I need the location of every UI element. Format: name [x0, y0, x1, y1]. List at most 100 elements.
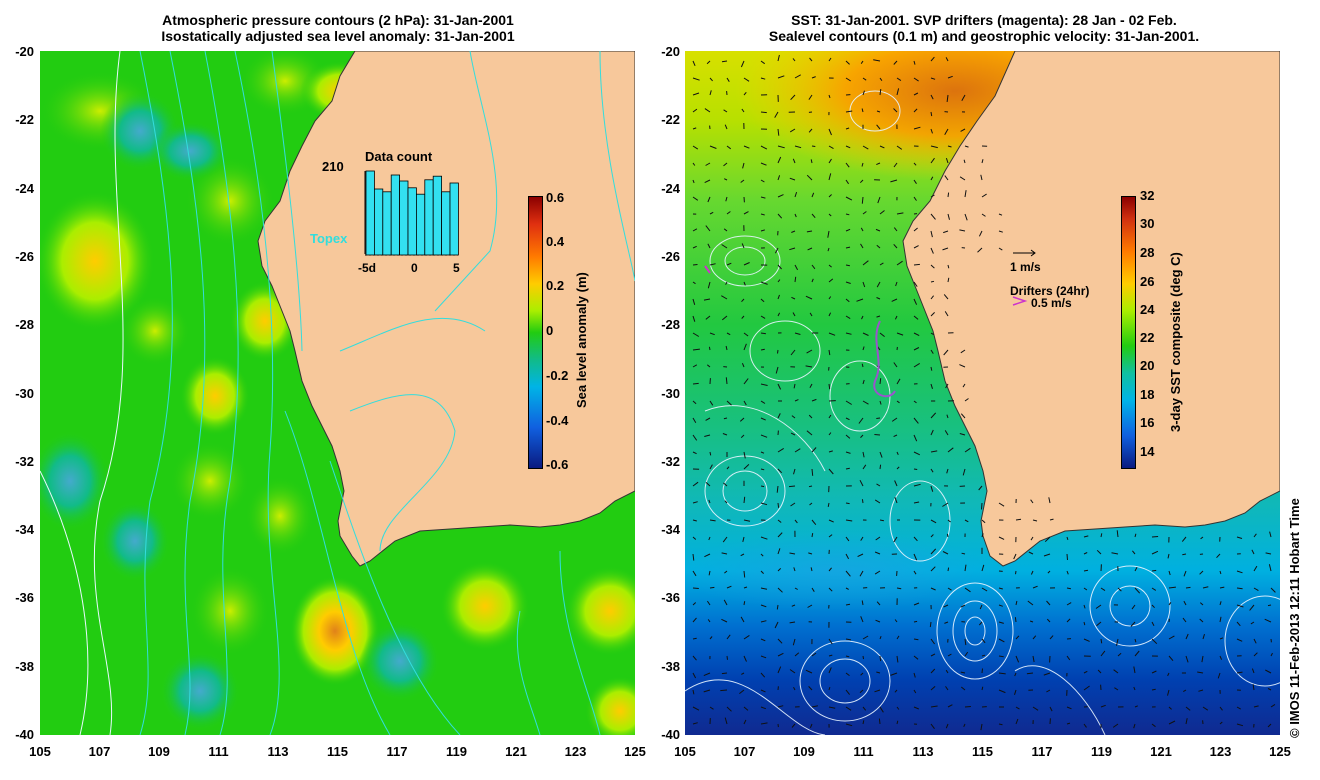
sla-cb-tick-neg0.6: -0.6: [546, 457, 569, 472]
velocity-arrow: [703, 298, 711, 301]
velocity-arrow: [930, 213, 936, 220]
velocity-arrow: [944, 430, 949, 436]
velocity-arrow: [1236, 706, 1241, 710]
velocity-arrow: [743, 211, 749, 215]
velocity-arrow: [876, 297, 881, 300]
velocity-arrow: [845, 451, 851, 454]
left-lat-tick: -38: [15, 658, 34, 674]
sla-cb-tick-0: 0: [546, 323, 554, 338]
right-lon-tick: 115: [972, 744, 993, 759]
drifters-label: Drifters (24hr): [1010, 284, 1090, 298]
velocity-arrow: [930, 56, 935, 62]
velocity-arrow: [788, 485, 796, 488]
velocity-arrow: [828, 94, 831, 99]
velocity-arrow: [930, 653, 936, 657]
sst-cb-tick-26: 26: [1140, 274, 1155, 289]
velocity-arrow: [726, 77, 730, 82]
velocity-arrow: [828, 213, 832, 217]
imos-credit: © IMOS 11-Feb-2013 12:11 Hobart Time: [1287, 498, 1302, 738]
velocity-arrow: [1095, 604, 1102, 609]
velocity-arrow: [913, 570, 917, 575]
velocity-arrow: [964, 213, 968, 221]
velocity-arrow: [760, 332, 766, 335]
velocity-arrow: [896, 145, 903, 150]
drifters-scale-label: 0.5 m/s: [1031, 296, 1072, 310]
velocity-arrow: [1151, 670, 1157, 674]
topex-histogram: [364, 170, 459, 256]
velocity-arrow: [828, 654, 833, 657]
velocity-arrow: [1151, 550, 1159, 555]
velocity-arrow: [805, 669, 813, 674]
velocity-arrow: [808, 94, 813, 100]
velocity-arrow: [1100, 638, 1103, 644]
velocity-arrow: [1066, 536, 1069, 541]
velocity-arrow: [896, 400, 900, 404]
velocity-arrow: [777, 264, 782, 270]
velocity-arrow: [1236, 638, 1243, 642]
velocity-arrow: [724, 500, 728, 504]
sst-map: 1 m/s Drifters (24hr) 0.5 m/s: [685, 51, 1280, 735]
velocity-arrow: [862, 464, 867, 470]
velocity-arrow: [1111, 552, 1119, 555]
velocity-arrow: [1044, 536, 1051, 543]
velocity-arrow: [692, 400, 697, 405]
velocity-arrow: [893, 434, 898, 438]
velocity-arrow: [709, 519, 716, 522]
velocity-arrow: [1032, 635, 1037, 640]
velocity-arrow: [998, 621, 1004, 624]
velocity-arrow: [777, 413, 781, 419]
velocity-arrow: [913, 332, 920, 337]
velocity-arrow: [1014, 617, 1017, 623]
velocity-arrow: [1253, 587, 1259, 592]
velocity-arrow: [726, 466, 730, 470]
velocity-arrow: [845, 213, 850, 216]
velocity-arrow: [811, 278, 814, 283]
velocity-arrow: [894, 315, 898, 320]
velocity-arrow: [1015, 570, 1017, 575]
sst-cb-tick-32: 32: [1140, 188, 1155, 203]
velocity-arrow: [859, 479, 864, 487]
velocity-arrow: [809, 312, 813, 317]
velocity-arrow: [777, 652, 784, 657]
velocity-arrow: [828, 383, 831, 390]
velocity-arrow: [913, 417, 919, 424]
velocity-arrow: [878, 718, 881, 725]
velocity-arrow: [794, 74, 801, 79]
velocity-arrow: [1219, 586, 1225, 589]
right-lat-tick: -28: [661, 317, 680, 333]
velocity-arrow: [726, 145, 732, 150]
velocity-arrow: [978, 621, 983, 626]
velocity-arrow: [961, 552, 966, 555]
velocity-arrow: [794, 276, 797, 283]
velocity-arrow: [860, 434, 864, 438]
left-lat-tick: -30: [15, 385, 34, 401]
velocity-arrow: [726, 400, 732, 406]
velocity-arrow: [1151, 638, 1158, 645]
velocity-arrow: [760, 672, 766, 678]
velocity-arrow: [741, 108, 745, 113]
velocity-arrow: [692, 553, 695, 561]
velocity-arrow: [946, 414, 949, 419]
velocity-arrow: [793, 468, 796, 475]
velocity-arrow: [945, 669, 949, 674]
velocity-arrow: [893, 536, 898, 543]
velocity-arrow: [964, 651, 969, 657]
velocity-arrow: [930, 230, 933, 238]
velocity-arrow: [1151, 604, 1155, 609]
velocity-arrow: [960, 413, 966, 419]
velocity-arrow: [894, 619, 898, 623]
velocity-arrow: [725, 281, 728, 285]
velocity-arrow: [739, 417, 745, 422]
velocity-arrow: [845, 706, 852, 711]
velocity-arrow: [998, 230, 1003, 233]
velocity-arrow: [1066, 722, 1071, 725]
pressure-contours: [40, 51, 635, 735]
velocity-arrow: [1032, 519, 1038, 522]
right-lon-tick: 119: [1091, 744, 1112, 759]
velocity-arrow: [875, 619, 881, 623]
right-title-line2: Sealevel contours (0.1 m) and geostrophi…: [768, 28, 1200, 44]
velocity-arrow: [692, 228, 698, 232]
velocity-arrow: [947, 653, 952, 657]
velocity-arrow: [760, 162, 767, 166]
velocity-arrow: [947, 447, 954, 453]
